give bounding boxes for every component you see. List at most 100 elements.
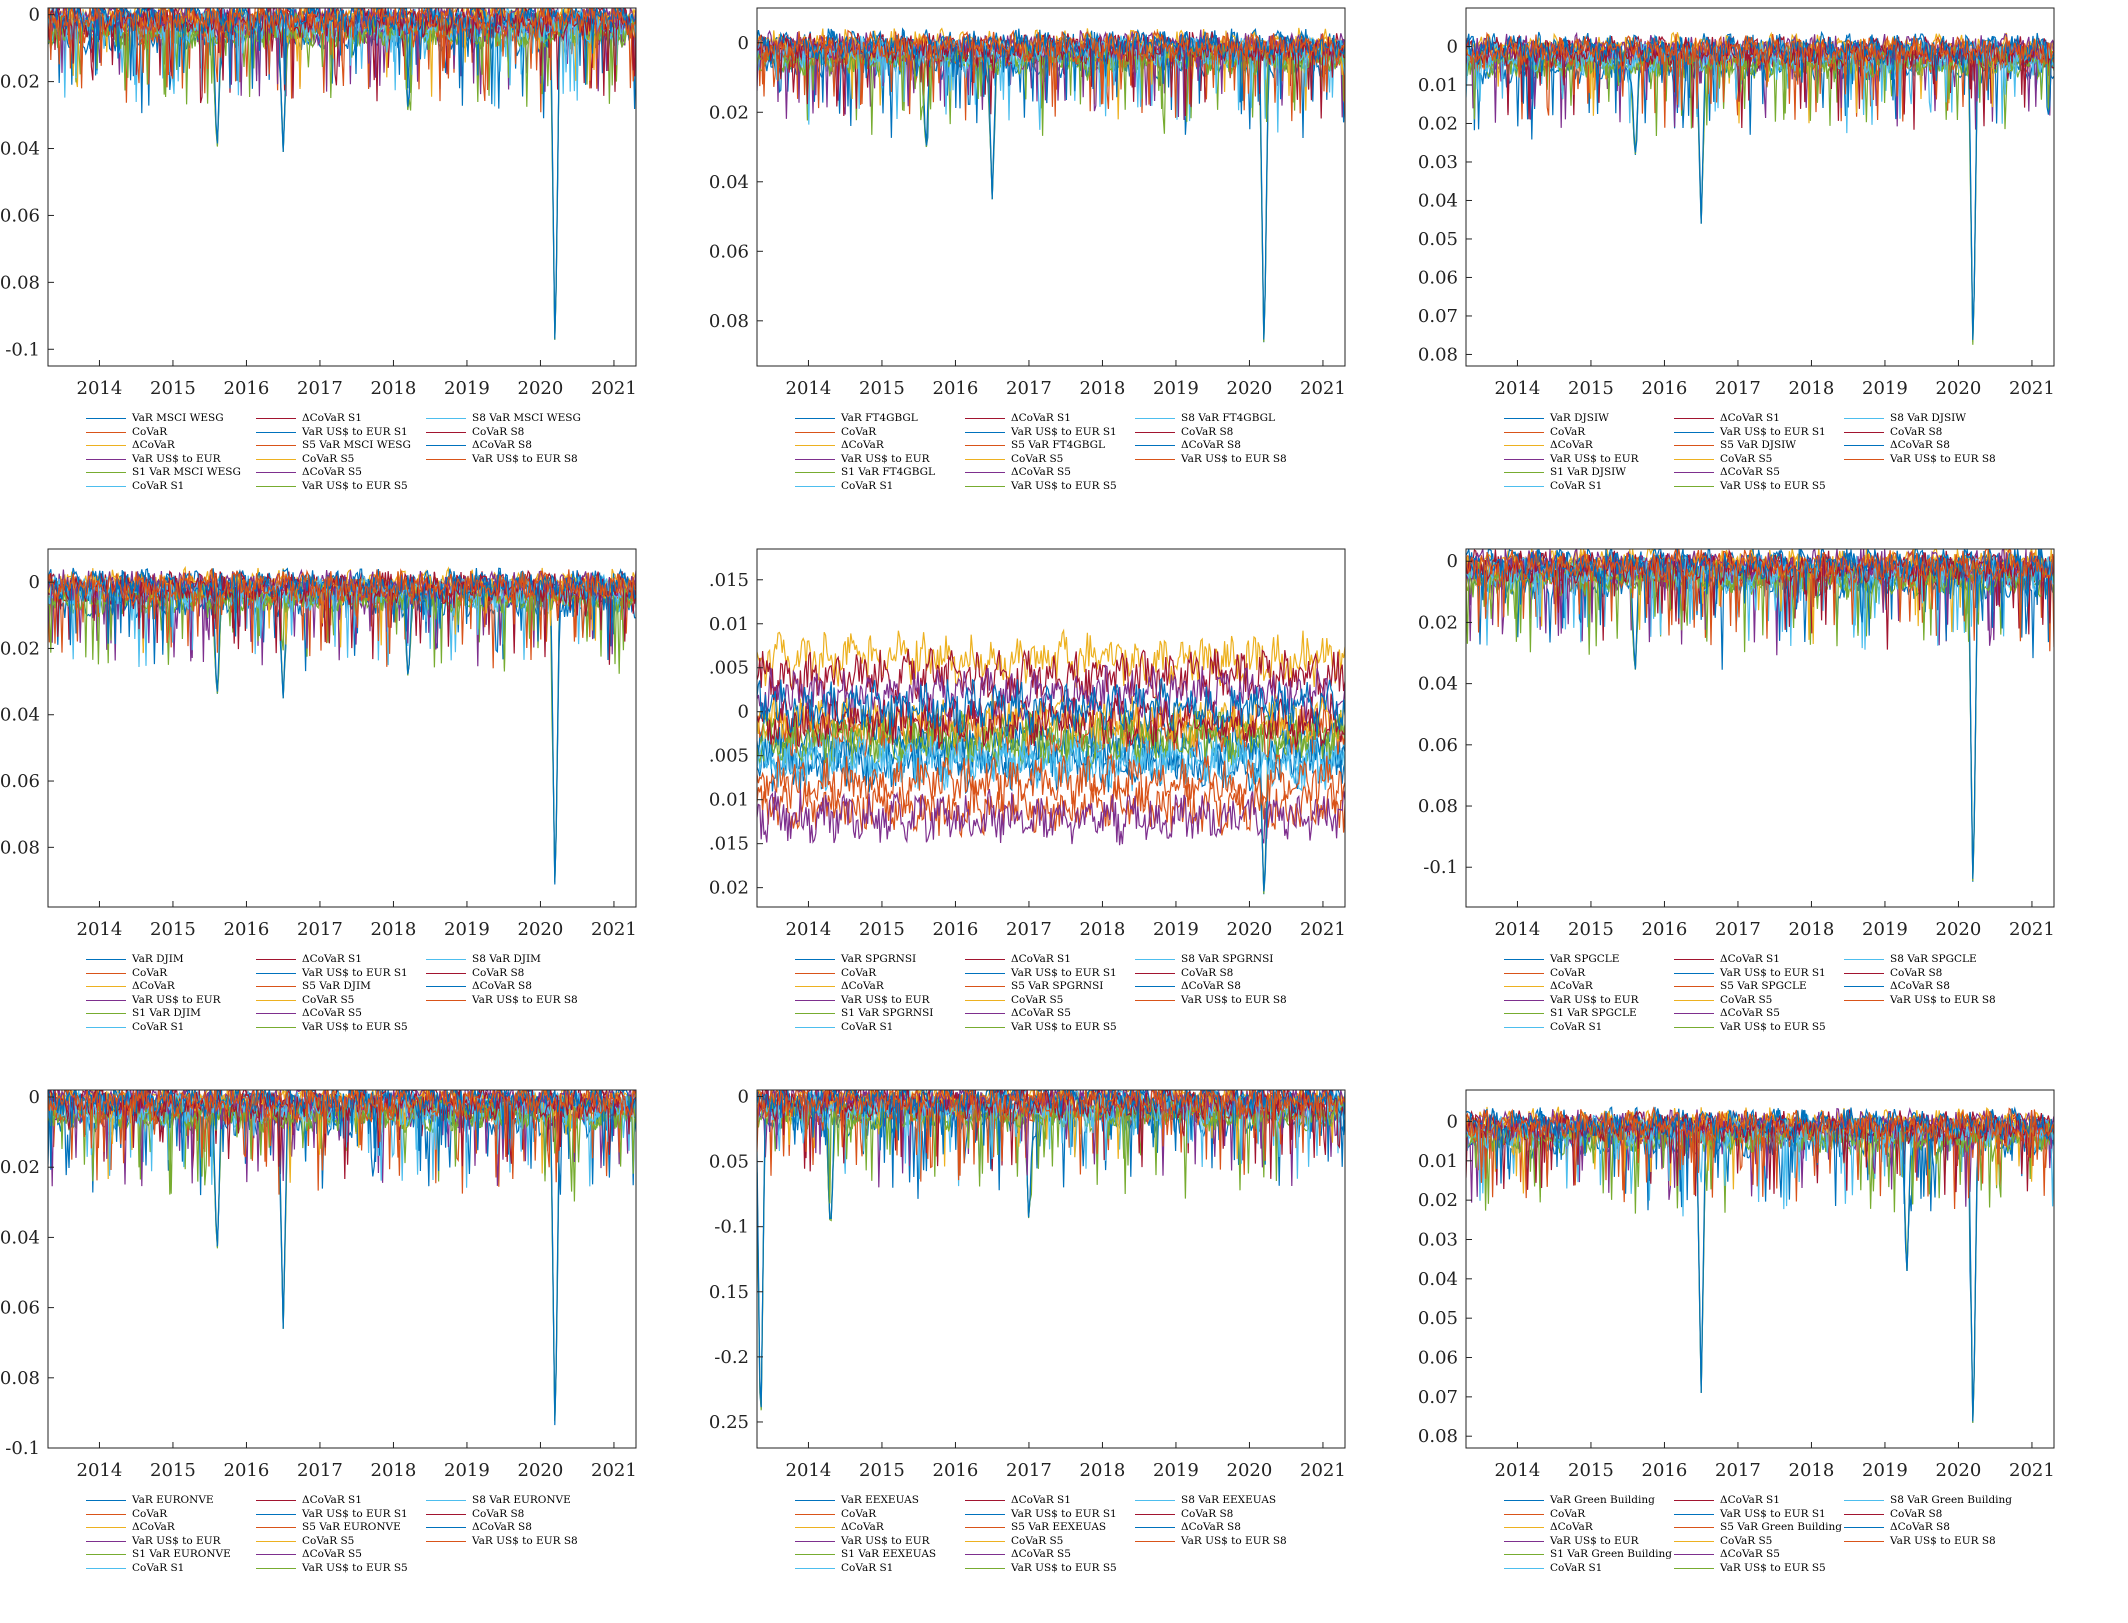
x-tick-label: 2019	[444, 919, 490, 940]
series-line	[757, 647, 1345, 704]
legend-swatch	[86, 1513, 126, 1515]
legend-item: CoVaR S5	[256, 1535, 426, 1549]
legend-swatch	[1844, 445, 1884, 447]
legend-label: VaR FT4GBGL	[841, 412, 918, 424]
y-tick-label: -0.06	[0, 205, 40, 226]
legend-swatch	[256, 445, 296, 447]
y-tick-label: -0.07	[1418, 306, 1458, 327]
legend: VaR DJSIW CoVaR ΔCoVaR VaR US$ to EUR S1 VaR…	[1504, 412, 2014, 493]
y-tick-label: -0.03	[1418, 152, 1458, 173]
legend-item: ΔCoVaR S1	[256, 412, 426, 426]
legend-swatch	[965, 972, 1005, 974]
legend-label: ΔCoVaR	[1550, 980, 1593, 992]
series-line	[1466, 31, 2054, 128]
series-line	[757, 29, 1345, 117]
x-tick-label: 2018	[371, 378, 417, 399]
legend-label: CoVaR S1	[1550, 1020, 1603, 1033]
legend-swatch	[426, 999, 466, 1001]
legend-item: CoVaR S5	[256, 994, 426, 1008]
legend-label: CoVaR S8	[1181, 425, 1234, 438]
legend-swatch	[1504, 999, 1544, 1001]
axes-frame	[756, 7, 1346, 367]
legend-swatch	[1674, 1554, 1714, 1556]
legend-item: VaR US$ to EUR S5	[1674, 1562, 1844, 1576]
legend-item: ΔCoVaR	[795, 1521, 965, 1535]
legend-label: VaR US$ to EUR S1	[1720, 425, 1826, 438]
x-tick-label: 2016	[1642, 919, 1688, 940]
legend-item: CoVaR S8	[426, 967, 596, 981]
series-line	[757, 709, 1345, 769]
legend-label: CoVaR	[1550, 966, 1586, 979]
legend-swatch	[795, 1500, 835, 1502]
series-line	[48, 8, 636, 106]
legend-item: S1 VaR DJSIW	[1504, 466, 1674, 480]
legend-label: VaR US$ to EUR S1	[1720, 1507, 1826, 1520]
legend-swatch	[1504, 986, 1544, 988]
legend-swatch	[795, 445, 835, 447]
legend-item: VaR US$ to EUR	[86, 1535, 256, 1549]
legend-label: ΔCoVaR S8	[1890, 439, 1950, 451]
legend-label: ΔCoVaR S5	[302, 1548, 362, 1560]
y-tick-label: 0	[29, 5, 40, 26]
legend-swatch	[1135, 431, 1175, 433]
legend-swatch	[86, 999, 126, 1001]
legend-item: VaR Green Building	[1504, 1494, 1674, 1508]
legend-item: ΔCoVaR S8	[426, 980, 596, 994]
chart-svg: -0.1 -0.08 -0.06 -0.04 -0.02 0 2014 2015 2016 201…	[0, 1087, 637, 1481]
legend-label: ΔCoVaR	[132, 980, 175, 992]
x-tick-label: 2021	[2009, 919, 2055, 940]
legend-label: S8 VaR MSCI WESG	[472, 412, 581, 424]
x-tick-label: 2018	[371, 919, 417, 940]
legend-label: VaR US$ to EUR S5	[1720, 1020, 1826, 1033]
legend-label: ΔCoVaR S8	[1181, 980, 1241, 992]
x-tick-label: 2016	[933, 378, 979, 399]
x-tick-label: 2015	[859, 919, 905, 940]
legend-item: ΔCoVaR S8	[1844, 1521, 2014, 1535]
legend-label: S8 VaR Green Building	[1890, 1494, 2013, 1506]
chart-panel-6: -0.1 -0.08 -0.06 -0.04 -0.02 0 2014 2015 2016 201…	[1418, 541, 2127, 1082]
legend-swatch	[965, 485, 1005, 487]
legend-item: CoVaR	[1504, 967, 1674, 981]
legend-swatch	[1674, 1500, 1714, 1502]
legend-label: VaR US$ to EUR S8	[472, 1534, 578, 1547]
legend-item: S8 VaR SPGCLE	[1844, 953, 2014, 967]
y-tick-label: -0.06	[0, 771, 40, 792]
x-tick-label: 2016	[1642, 1460, 1688, 1481]
x-tick-label: 2014	[786, 1460, 832, 1481]
legend-item: VaR US$ to EUR S8	[426, 994, 596, 1008]
y-tick-label: -0.04	[709, 172, 749, 193]
y-tick-label: -0.04	[1418, 190, 1458, 211]
legend-label: S5 VaR SPGCLE	[1720, 980, 1807, 992]
legend-item: VaR SPGRNSI	[795, 953, 965, 967]
chart-panel-1: -0.1 -0.08 -0.06 -0.04 -0.02 0 2014 2015 2016 201…	[0, 0, 709, 541]
legend-label: VaR US$ to EUR S1	[1720, 966, 1826, 979]
legend-swatch	[795, 1527, 835, 1529]
legend-label: CoVaR S1	[1550, 479, 1603, 492]
x-tick-label: 2017	[297, 1460, 343, 1481]
legend-item: CoVaR S1	[86, 1021, 256, 1035]
legend-item: CoVaR S5	[1674, 1535, 1844, 1549]
series-line	[48, 584, 636, 882]
legend-label: ΔCoVaR	[841, 439, 884, 451]
legend-swatch	[1504, 1500, 1544, 1502]
x-tick-label: 2019	[1153, 1460, 1199, 1481]
legend-item: ΔCoVaR S5	[965, 1548, 1135, 1562]
y-tick-label: -0.1	[5, 1438, 40, 1459]
y-tick-label: -0.02	[709, 102, 749, 123]
legend-swatch	[965, 1567, 1005, 1569]
x-tick-label: 2018	[1080, 1460, 1126, 1481]
legend-label: VaR US$ to EUR	[1550, 1534, 1639, 1547]
legend-label: CoVaR S8	[1890, 1507, 1943, 1520]
legend-swatch	[86, 1567, 126, 1569]
legend-item: ΔCoVaR S8	[1135, 1521, 1305, 1535]
x-tick-label: 2017	[1006, 378, 1052, 399]
legend-swatch	[86, 986, 126, 988]
legend-label: CoVaR S8	[472, 966, 525, 979]
legend-swatch	[965, 431, 1005, 433]
legend-label: CoVaR	[132, 1507, 168, 1520]
legend-swatch	[1844, 431, 1884, 433]
y-tick-label: -0.08	[709, 311, 749, 332]
legend-label: ΔCoVaR S5	[302, 466, 362, 478]
legend-item: VaR DJIM	[86, 953, 256, 967]
series-line	[757, 753, 1345, 812]
